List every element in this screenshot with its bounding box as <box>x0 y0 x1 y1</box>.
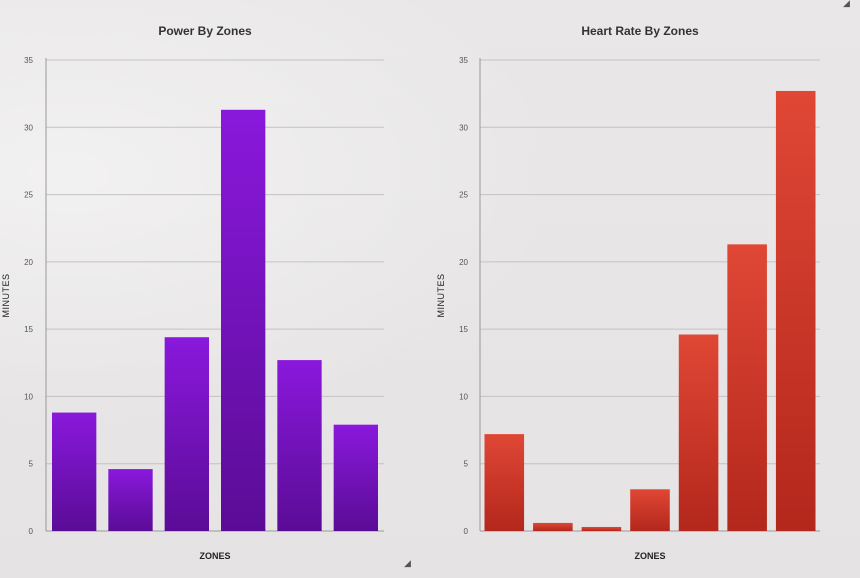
resize-grip-icon[interactable]: ◢ <box>404 559 411 569</box>
y-tick-label: 25 <box>459 191 468 200</box>
power-by-zones-chart-panel: Power By Zones 0 5 10 15 20 25 30 35 Z1: 8.8Z2: 4… <box>1 24 384 561</box>
y-axis-title: MINUTES <box>1 274 11 318</box>
y-tick-label: 10 <box>459 392 468 401</box>
bar-z4[interactable]: Z4: 3.1 <box>630 489 670 531</box>
bar-z1[interactable]: Z1: 8.8 <box>52 412 97 531</box>
y-tick-label: 5 <box>29 460 34 469</box>
bar-z2[interactable]: Z2: 4.6 <box>108 469 153 531</box>
y-tick-label: 0 <box>29 527 34 536</box>
y-tick-label: 25 <box>24 191 33 200</box>
bar-z3[interactable]: Z3: 14.4 <box>164 337 209 531</box>
bar-z6[interactable]: Z6: 7.9 <box>333 424 378 531</box>
y-tick-label: 15 <box>459 325 468 334</box>
y-tick-label: 30 <box>459 123 468 132</box>
y-tick-label: 15 <box>24 325 33 334</box>
bar-z3[interactable]: Z3: 0.3 <box>581 526 622 531</box>
y-tick-label: 35 <box>459 56 468 65</box>
bar-z6[interactable]: Z6: 21.3 <box>727 244 767 531</box>
x-axis-title: ZONES <box>634 551 665 561</box>
chart-title: Heart Rate By Zones <box>581 24 699 38</box>
bar-z4[interactable]: Z4: 31.3 <box>221 109 266 531</box>
y-tick-label: 10 <box>24 392 33 401</box>
bar-z5[interactable]: Z5: 14.6 <box>678 334 719 531</box>
heart-rate-by-zones-chart-panel: Heart Rate By Zones 0 5 10 15 20 25 30 35 Z1: 7.2… <box>430 0 860 578</box>
bar-z7[interactable]: Z7: 32.7 <box>775 90 816 532</box>
y-tick-label: 0 <box>464 527 469 536</box>
y-tick-label: 20 <box>459 258 468 267</box>
bar-z5[interactable]: Z5: 12.7 <box>277 360 322 531</box>
bar-z1[interactable]: Z1: 7.2 <box>484 434 525 531</box>
chart-title: Power By Zones <box>158 24 252 38</box>
heart-rate-by-zones-chart: Heart Rate By Zones 0 5 10 15 20 25 30 35 Z1: 7.2… <box>436 24 820 561</box>
bar-z2[interactable]: Z2: 0.6 <box>533 522 573 531</box>
power-by-zones-chart: Power By Zones 0 5 10 15 20 25 30 35 Z1: 8.8Z2: 4… <box>1 24 384 561</box>
y-tick-label: 30 <box>24 123 33 132</box>
y-tick-label: 5 <box>464 460 469 469</box>
resize-grip-icon[interactable]: ◢ <box>843 0 850 9</box>
y-tick-label: 20 <box>24 258 33 267</box>
x-axis-title: ZONES <box>199 551 230 561</box>
y-axis-title: MINUTES <box>436 274 446 318</box>
y-tick-label: 35 <box>24 56 33 65</box>
